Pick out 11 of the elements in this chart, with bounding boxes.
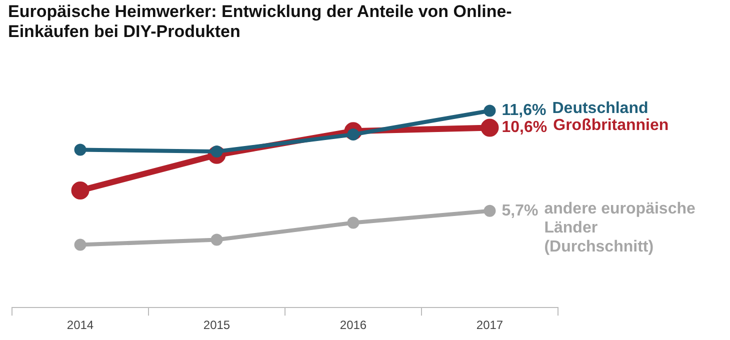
- x-tick-label: 2016: [340, 318, 367, 332]
- text: Deutschland: [552, 100, 648, 118]
- data-label: 10,6%: [502, 119, 548, 136]
- x-tick-label: 2014: [66, 318, 94, 332]
- text: Großbritannien: [553, 117, 669, 134]
- x-tick-label: 2017: [476, 318, 504, 332]
- text: andere europäische Länder (Durchschnitt): [544, 200, 696, 256]
- data-label: 11,6%: [502, 102, 546, 120]
- data-label: 5,7%: [502, 202, 538, 220]
- x-tick-label: 2015: [203, 318, 230, 332]
- chart-title: Europäische Heimwerker: Entwicklung der Anteile von Online-Einkäufen bei DIY-Produkten: [8, 2, 513, 42]
